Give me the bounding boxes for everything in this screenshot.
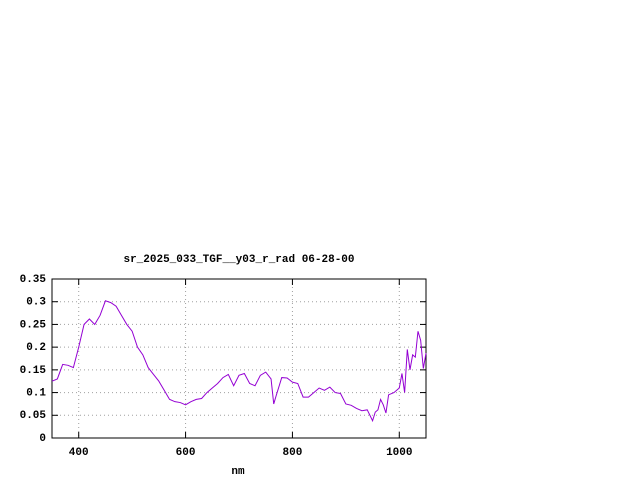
y-tick-label: 0.25 — [20, 319, 47, 331]
x-axis-label: nm — [231, 466, 245, 478]
x-tick-label: 600 — [176, 447, 196, 459]
y-tick-label: 0.3 — [26, 297, 46, 309]
y-tick-label: 0.2 — [26, 342, 46, 354]
y-tick-label: 0.1 — [26, 387, 46, 399]
x-tick-label: 800 — [283, 447, 303, 459]
y-tick-label: 0 — [39, 433, 46, 445]
x-tick-label: 1000 — [386, 447, 412, 459]
y-tick-label: 0.35 — [20, 274, 47, 286]
y-tick-label: 0.15 — [20, 365, 47, 377]
x-tick-label: 400 — [69, 447, 89, 459]
data-line — [51, 300, 427, 423]
y-tick-label: 0.05 — [20, 410, 47, 422]
plot-frame — [51, 278, 427, 439]
chart-title: sr_2025_033_TGF__y03_r_rad 06-28-00 — [123, 254, 354, 266]
